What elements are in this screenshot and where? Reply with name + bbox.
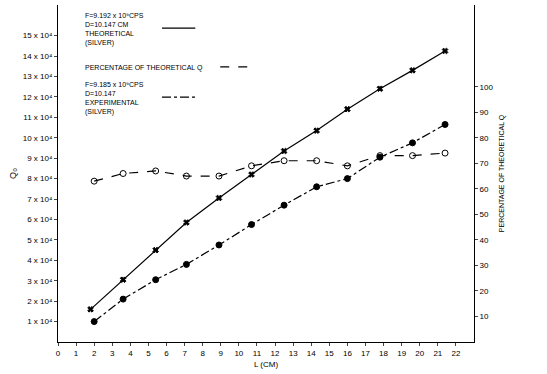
svg-text:8 x 10⁴: 8 x 10⁴ <box>27 174 53 183</box>
svg-text:10 x 10⁴: 10 x 10⁴ <box>23 134 53 143</box>
svg-text:60: 60 <box>480 185 489 194</box>
svg-text:6: 6 <box>164 349 169 358</box>
svg-text:10: 10 <box>480 312 489 321</box>
svg-text:70: 70 <box>480 159 489 168</box>
svg-text:Q₀: Q₀ <box>8 168 18 179</box>
svg-text:19: 19 <box>397 349 406 358</box>
svg-text:17: 17 <box>361 349 370 358</box>
svg-text:20: 20 <box>415 349 424 358</box>
svg-text:16: 16 <box>343 349 352 358</box>
svg-text:15 x 10⁴: 15 x 10⁴ <box>23 31 53 40</box>
svg-text:40: 40 <box>480 236 489 245</box>
svg-text:5: 5 <box>146 349 151 358</box>
svg-text:2: 2 <box>92 349 97 358</box>
svg-text:0: 0 <box>56 349 61 358</box>
svg-text:14: 14 <box>307 349 316 358</box>
svg-text:10: 10 <box>234 349 243 358</box>
svg-text:12: 12 <box>271 349 280 358</box>
svg-text:9 x 10⁴: 9 x 10⁴ <box>27 154 53 163</box>
svg-text:30: 30 <box>480 261 489 270</box>
svg-text:80: 80 <box>480 134 489 143</box>
svg-text:14 x 10⁴: 14 x 10⁴ <box>23 52 53 61</box>
svg-text:11: 11 <box>253 349 262 358</box>
svg-text:100: 100 <box>480 83 494 92</box>
svg-text:F=9.192 x 10⁹CPSD=10.147 CMTHE: F=9.192 x 10⁹CPSD=10.147 CMTHEORETICAL(S… <box>85 12 144 47</box>
svg-text:22: 22 <box>451 349 460 358</box>
svg-text:7 x 10⁴: 7 x 10⁴ <box>27 195 53 204</box>
svg-text:3 x 10⁴: 3 x 10⁴ <box>27 277 53 286</box>
svg-text:11 x 10⁴: 11 x 10⁴ <box>23 113 53 122</box>
svg-text:9: 9 <box>219 349 224 358</box>
svg-text:13 x 10⁴: 13 x 10⁴ <box>23 72 53 81</box>
svg-text:3: 3 <box>110 349 115 358</box>
svg-text:20: 20 <box>480 287 489 296</box>
svg-text:PERCENTAGE OF THEORETICAL Q: PERCENTAGE OF THEORETICAL Q <box>85 64 203 72</box>
svg-text:4 x 10⁴: 4 x 10⁴ <box>27 256 53 265</box>
svg-text:2 x 10⁴: 2 x 10⁴ <box>27 297 53 306</box>
svg-text:18: 18 <box>379 349 388 358</box>
svg-text:F=9.185 x 10⁹CPSD=10.147EXPERI: F=9.185 x 10⁹CPSD=10.147EXPERIMENTAL(SIL… <box>85 81 144 116</box>
svg-text:1 x 10⁴: 1 x 10⁴ <box>27 317 53 326</box>
svg-text:1: 1 <box>74 349 79 358</box>
svg-text:13: 13 <box>289 349 298 358</box>
svg-text:50: 50 <box>480 210 489 219</box>
svg-text:L (CM): L (CM) <box>254 360 278 369</box>
svg-text:7: 7 <box>182 349 187 358</box>
svg-text:21: 21 <box>433 349 442 358</box>
svg-text:8: 8 <box>200 349 205 358</box>
svg-text:90: 90 <box>480 108 489 117</box>
svg-text:6 x 10⁴: 6 x 10⁴ <box>27 215 53 224</box>
svg-text:PERCENTAGE OF THEORETICAL Q: PERCENTAGE OF THEORETICAL Q <box>498 114 506 232</box>
svg-text:4: 4 <box>128 349 133 358</box>
svg-text:5 x 10⁴: 5 x 10⁴ <box>27 236 53 245</box>
svg-text:15: 15 <box>325 349 334 358</box>
svg-text:12 x 10⁴: 12 x 10⁴ <box>23 93 53 102</box>
